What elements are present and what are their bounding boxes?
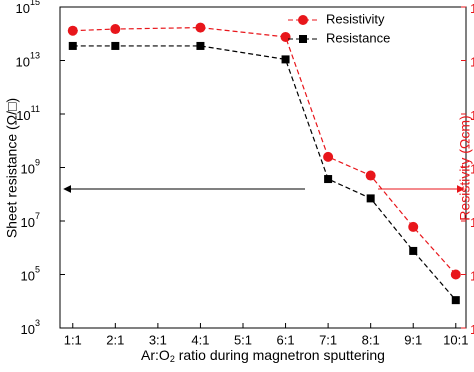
point xyxy=(366,194,375,203)
series-line xyxy=(72,45,457,301)
x-tick-label: 9:1 xyxy=(404,332,422,347)
y2ticks-label: 106 xyxy=(470,104,474,123)
yticks-label: 105 xyxy=(21,265,40,284)
tick-base: 10 xyxy=(21,322,35,337)
x-tick-label: 1:1 xyxy=(64,332,82,347)
plot-frame xyxy=(59,6,467,329)
point xyxy=(281,55,290,64)
tick-base: 10 xyxy=(16,1,30,16)
x-tick-label: 10:1 xyxy=(443,332,468,347)
series-line xyxy=(72,26,457,275)
point xyxy=(111,41,120,50)
legend-label: Resistance xyxy=(326,30,390,45)
y2ticks-label: 104 xyxy=(470,158,474,177)
x-tick-label: 5:1 xyxy=(234,332,252,347)
tick-exp: 11 xyxy=(31,104,40,114)
point xyxy=(280,31,291,42)
tick-exp: 7 xyxy=(35,211,40,221)
point xyxy=(365,170,376,181)
tick-base: 10 xyxy=(470,215,474,230)
point xyxy=(110,24,121,35)
point xyxy=(68,41,77,50)
point xyxy=(324,175,333,184)
tick-base: 10 xyxy=(16,108,30,123)
legend-label: Resistivity xyxy=(326,11,385,26)
tick-base: 10 xyxy=(470,322,474,337)
x-axis-label: Ar:O2 ratio during magnetron sputtering xyxy=(141,347,385,365)
x-tick-label: 2:1 xyxy=(106,332,124,347)
x-label-part: ratio during magnetron sputtering xyxy=(175,347,385,363)
x-label-part: Ar:O xyxy=(141,347,170,363)
point xyxy=(409,246,418,255)
tick-base: 10 xyxy=(470,108,474,123)
y2ticks-label: 102 xyxy=(470,211,474,230)
tick-exp: 5 xyxy=(35,265,40,275)
yticks-label: 109 xyxy=(21,158,40,177)
tick-base: 10 xyxy=(21,269,35,284)
tick-base: 10 xyxy=(470,269,474,284)
tick-base: 10 xyxy=(470,162,474,177)
x-tick-label: 3:1 xyxy=(149,332,167,347)
legend-marker xyxy=(298,15,308,25)
y2ticks-label: 100 xyxy=(470,265,474,284)
y-axis-label: Sheet resistance (Ω/□) xyxy=(4,98,20,238)
point xyxy=(196,41,205,50)
yticks-label: 107 xyxy=(21,211,40,230)
tick-exp: 13 xyxy=(30,51,40,61)
point xyxy=(67,25,78,36)
point xyxy=(450,269,461,280)
x-tick-label: 7:1 xyxy=(319,332,337,347)
tick-base: 10 xyxy=(16,55,30,70)
x-tick-label: 6:1 xyxy=(277,332,295,347)
y2ticks-label: 108 xyxy=(470,51,474,70)
yticks-label: 1015 xyxy=(16,0,40,16)
x-tick-label: 8:1 xyxy=(362,332,380,347)
point xyxy=(408,221,419,232)
tick-base: 10 xyxy=(470,1,474,16)
tick-exp: 9 xyxy=(35,158,40,168)
x-tick-label: 4:1 xyxy=(191,332,209,347)
y2ticks-label: 10-2 xyxy=(470,318,474,337)
legend-marker xyxy=(299,35,307,43)
yticks-label: 103 xyxy=(21,318,40,337)
yticks-label: 1011 xyxy=(16,104,40,123)
yticks-label: 1013 xyxy=(16,51,40,70)
tick-base: 10 xyxy=(470,55,474,70)
tick-exp: 3 xyxy=(35,318,40,328)
point xyxy=(451,296,460,305)
y2ticks-label: 1010 xyxy=(470,0,474,16)
tick-base: 10 xyxy=(21,215,35,230)
point xyxy=(323,151,334,162)
tick-base: 10 xyxy=(21,162,35,177)
point xyxy=(195,22,206,33)
tick-exp: 15 xyxy=(30,0,40,7)
x-label-sub: 2 xyxy=(170,354,175,364)
